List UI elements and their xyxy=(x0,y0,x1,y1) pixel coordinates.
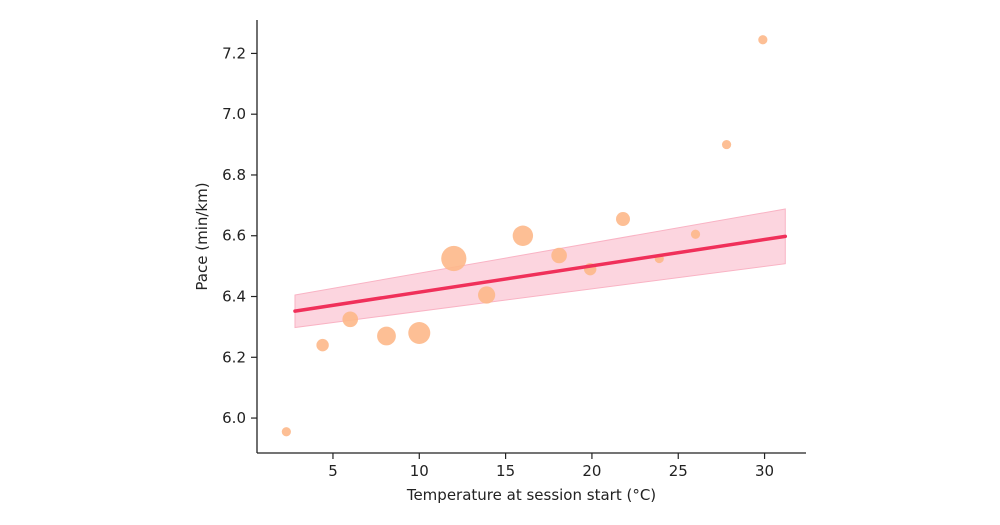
y-axis-label: Pace (min/km) xyxy=(193,182,211,290)
regression-line xyxy=(293,234,788,313)
scatter-point xyxy=(377,326,396,346)
confidence-band xyxy=(294,208,786,329)
axes-layer: 5 10 15 20 25 30 6.0 6.2 6.4 6.6 6.8 7.0 7.2 xyxy=(222,20,806,480)
x-tick-label: 20 xyxy=(582,462,601,480)
y-tick-label: 7.2 xyxy=(222,44,246,62)
scatter-point xyxy=(281,427,291,437)
scatter-point xyxy=(478,286,496,304)
scatter-point xyxy=(441,245,467,272)
x-tick-label: 15 xyxy=(496,462,515,480)
regression-line-layer xyxy=(293,234,788,313)
y-tick-label: 6.0 xyxy=(222,409,246,427)
scatter-point xyxy=(408,321,431,344)
x-tick-label: 25 xyxy=(669,462,688,480)
y-tick-label: 6.2 xyxy=(222,348,246,366)
x-axis-label: Temperature at session start (°C) xyxy=(406,486,656,504)
confidence-band-layer xyxy=(294,208,786,329)
scatter-point xyxy=(316,338,329,352)
x-tick-label: 10 xyxy=(410,462,429,480)
y-tick-label: 6.6 xyxy=(222,227,246,245)
x-tick-label: 30 xyxy=(755,462,774,480)
scatter-point xyxy=(342,311,359,328)
scatter-point xyxy=(512,225,534,246)
x-tick-label: 5 xyxy=(328,462,338,480)
scatter-point xyxy=(721,139,732,150)
scatter-points-layer xyxy=(281,35,768,437)
scatter-point xyxy=(690,229,701,239)
scatter-point xyxy=(616,212,630,227)
y-tick-label: 6.8 xyxy=(222,166,246,184)
scatter-point xyxy=(551,247,567,264)
scatter-point xyxy=(758,35,768,45)
y-tick-label: 7.0 xyxy=(222,105,246,123)
y-tick-label: 6.4 xyxy=(222,288,246,306)
